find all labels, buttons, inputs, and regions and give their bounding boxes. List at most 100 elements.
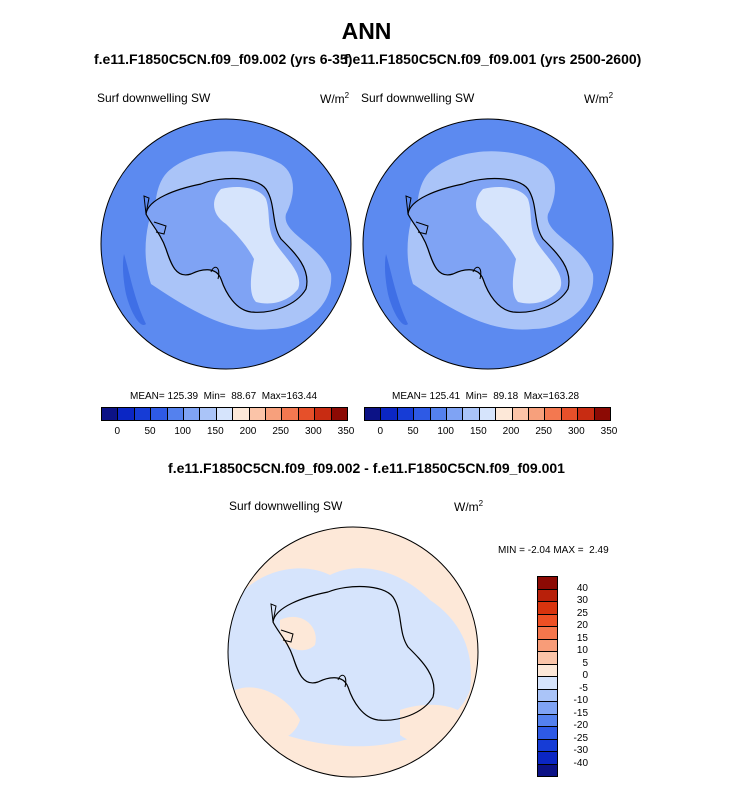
colorbar-tick-label: 250 (535, 426, 552, 437)
colorbar-tick-label: 250 (272, 426, 289, 437)
colorbar-swatch (118, 408, 135, 420)
colorbar-swatch (430, 408, 448, 420)
colorbar-swatch (102, 408, 119, 420)
stats-left: MEAN= 125.39 Min= 88.67 Max=163.44 (130, 391, 318, 402)
colorbar-swatch (538, 677, 557, 690)
colorbar-swatch (538, 602, 557, 615)
colorbar-swatch (538, 652, 557, 665)
colorbar-tick-label: 50 (144, 426, 156, 437)
colorbar-swatch (447, 408, 464, 420)
colorbar-tick-label: -30 (573, 745, 588, 756)
colorbar-tick-label: -10 (573, 695, 588, 706)
colorbar-swatch (167, 408, 185, 420)
colorbar-swatch (538, 577, 557, 590)
colorbar-swatch (479, 408, 497, 420)
colorbar-swatch (331, 408, 348, 420)
colorbar-swatch (538, 727, 557, 740)
colorbar-swatch (134, 408, 152, 420)
colorbar-swatch (397, 408, 415, 420)
colorbar-tick-label: 200 (502, 426, 520, 437)
colorbar-swatch (538, 752, 557, 765)
colorbar-tick-label: -5 (579, 682, 588, 694)
colorbar-swatch (538, 689, 557, 702)
colorbar-swatch (184, 408, 201, 420)
map-diff (228, 527, 478, 777)
variable-label-right: Surf downwelling SW (361, 91, 475, 105)
colorbar-swatch (200, 408, 217, 420)
colorbar-swatch (512, 408, 530, 420)
colorbar-swatch (538, 627, 557, 640)
colorbar-swatch (315, 408, 332, 420)
colorbar-swatch (538, 714, 557, 727)
colorbar-swatch (578, 408, 595, 420)
colorbar-right-ticks: 0 50 100 150 200 250 300 350 (364, 426, 618, 440)
colorbar-swatch (463, 408, 480, 420)
colorbar-swatch (538, 739, 557, 752)
colorbar-swatch (365, 408, 382, 420)
colorbar-tick-label: 100 (174, 426, 191, 437)
colorbar-swatch (538, 589, 557, 602)
colorbar-tick-label: 5 (582, 657, 588, 669)
colorbar-left-ticks: 0 50 100 150 200 250 300 350 (101, 426, 355, 440)
colorbar-tick-label: 10 (576, 645, 588, 656)
colorbar-tick-label: 0 (377, 426, 384, 437)
colorbar-swatch (216, 408, 234, 420)
colorbar-swatch (538, 639, 557, 652)
unit-label-left: W/m2 (320, 91, 350, 106)
colorbar-swatch (151, 408, 168, 420)
colorbar-tick-label: 300 (304, 426, 322, 437)
colorbar-tick-label: -25 (573, 732, 588, 744)
colorbar-swatch (545, 408, 562, 420)
colorbar-tick-label: 150 (206, 426, 224, 437)
colorbar-swatch (414, 408, 431, 420)
diff-title: f.e11.F1850C5CN.f09_f09.002 - f.e11.F185… (168, 460, 565, 476)
colorbar-swatch (249, 408, 267, 420)
map-right (363, 119, 613, 369)
colorbar-swatch (538, 702, 557, 715)
case-title-left: f.e11.F1850C5CN.f09_f09.002 (yrs 6-35) (94, 51, 353, 67)
variable-label-diff: Surf downwelling SW (229, 499, 343, 513)
colorbar-swatch (529, 408, 546, 420)
variable-label-left: Surf downwelling SW (97, 91, 211, 105)
colorbar-swatch (538, 764, 557, 776)
colorbar-tick-label: 20 (576, 620, 588, 631)
colorbar-tick-label: -15 (573, 707, 588, 719)
colorbar-right (364, 407, 611, 421)
colorbar-tick-label: 0 (582, 670, 588, 681)
colorbar-diff (537, 576, 558, 777)
colorbar-tick-label: 25 (576, 607, 588, 619)
colorbar-tick-label: 350 (337, 426, 355, 437)
colorbar-tick-label: -40 (573, 757, 588, 769)
stats-right: MEAN= 125.41 Min= 89.18 Max=163.28 (392, 391, 580, 402)
colorbar-tick-label: 0 (114, 426, 121, 437)
colorbar-swatch (282, 408, 299, 420)
colorbar-swatch (381, 408, 398, 420)
colorbar-left (101, 407, 348, 421)
unit-label-diff: W/m2 (454, 499, 484, 514)
colorbar-swatch (298, 408, 316, 420)
colorbar-tick-label: 100 (437, 426, 454, 437)
case-title-right: f.e11.F1850C5CN.f09_f09.001 (yrs 2500-26… (344, 51, 642, 67)
stats-diff: MIN = -2.04 MAX = 2.49 (498, 545, 609, 556)
colorbar-tick-label: 30 (576, 595, 588, 606)
colorbar-swatch (538, 664, 557, 677)
colorbar-tick-label: -20 (573, 720, 588, 731)
colorbar-diff-ticks: 40 30 25 20 15 10 5 0 -5 -10 -15 -20 -25 -30 -40 (566, 576, 596, 776)
colorbar-tick-label: 50 (407, 426, 419, 437)
colorbar-swatch (496, 408, 513, 420)
colorbar-swatch (266, 408, 283, 420)
colorbar-tick-label: 40 (576, 582, 588, 594)
colorbar-swatch (538, 614, 557, 627)
colorbar-tick-label: 300 (567, 426, 585, 437)
colorbar-tick-label: 200 (239, 426, 257, 437)
colorbar-swatch (233, 408, 250, 420)
colorbar-tick-label: 150 (469, 426, 487, 437)
colorbar-tick-label: 15 (576, 632, 588, 644)
map-left (101, 119, 351, 369)
main-title: ANN (341, 18, 392, 44)
colorbar-swatch (594, 408, 611, 420)
unit-label-right: W/m2 (584, 91, 614, 106)
colorbar-swatch (561, 408, 579, 420)
colorbar-tick-label: 350 (600, 426, 618, 437)
